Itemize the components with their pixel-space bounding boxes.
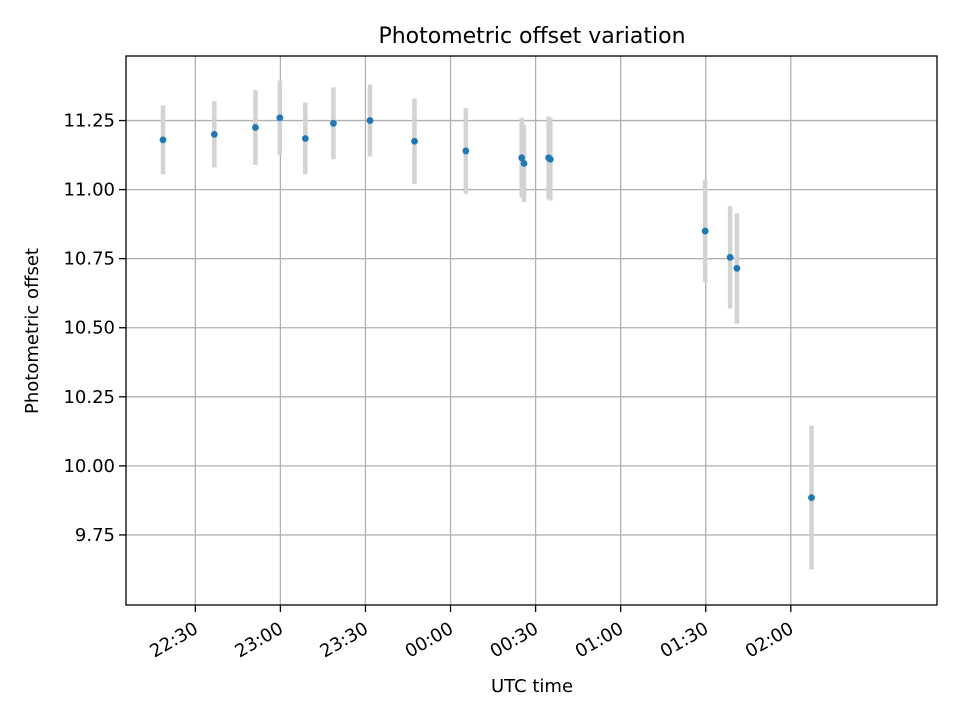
data-point [252, 124, 259, 131]
data-point [411, 137, 418, 145]
x-tick-label: 01:00 [572, 618, 627, 662]
data-point [701, 227, 709, 235]
data-point [330, 119, 337, 127]
data-point-layer [159, 114, 815, 502]
data-point [518, 154, 526, 162]
data-point [462, 147, 470, 155]
x-tick-label: 23:00 [231, 618, 286, 662]
y-axis-label: Photometric offset [22, 248, 43, 414]
data-point [726, 253, 734, 261]
x-tick-label: 23:30 [317, 618, 372, 662]
data-point [276, 114, 284, 122]
data-point [733, 264, 741, 272]
data-point [808, 494, 815, 502]
grid-layer [126, 56, 937, 605]
y-tick-label: 10.50 [63, 318, 115, 339]
x-tick-label: 00:30 [487, 618, 542, 662]
data-point [520, 159, 528, 167]
data-point [210, 130, 218, 138]
y-tick-label: 9.75 [75, 525, 115, 546]
x-tick-label: 02:00 [742, 618, 797, 662]
data-point [546, 155, 554, 163]
chart-title: Photometric offset variation [378, 24, 685, 49]
data-point [159, 136, 167, 144]
x-tick-label: 00:00 [402, 618, 457, 662]
y-tick-label: 10.00 [63, 456, 115, 477]
y-tick-label: 11.25 [63, 111, 115, 132]
y-axis: 9.75 10.00 10.25 10.50 10.75 11.00 11.25 [63, 111, 126, 546]
error-bar-layer [160, 80, 814, 570]
data-point [366, 117, 374, 124]
x-axis: 22:30 23:00 23:30 00:00 00:30 01:00 01:30 02:00 [146, 605, 797, 662]
x-tick-label: 01:30 [657, 618, 712, 662]
plot-frame [125, 55, 938, 606]
y-tick-label: 10.25 [63, 387, 115, 408]
x-tick-label: 22:30 [146, 618, 201, 662]
y-tick-label: 10.75 [63, 249, 115, 270]
x-axis-label: UTC time [491, 676, 573, 697]
data-point [301, 135, 309, 142]
y-tick-label: 11.00 [63, 180, 115, 201]
